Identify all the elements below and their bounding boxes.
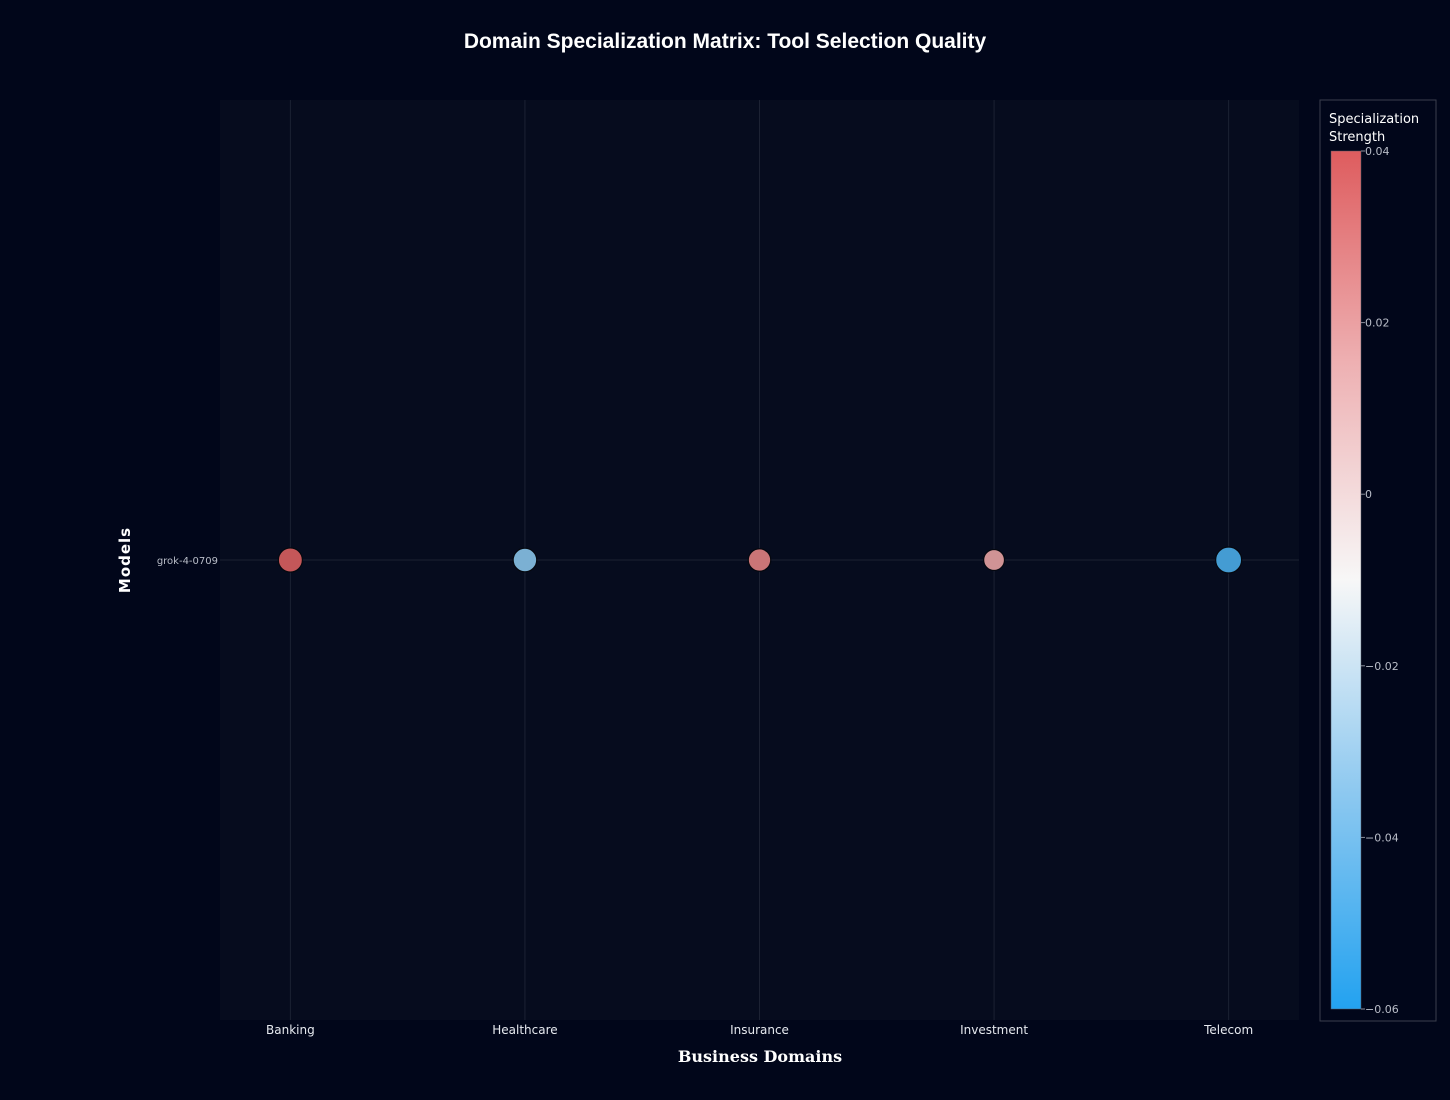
x-tick-labels: Banking Healthcare Insurance Investment Tele… [266,1023,1253,1037]
colorbar-frame [1319,99,1437,1022]
colorbar-gradient [1330,150,1362,1010]
data-markers [277,546,1243,574]
x-tick-label: Healthcare [492,1023,557,1037]
y-tick-label: grok-4-0709 [157,556,218,567]
colorbar-tick-label: 0 [1365,488,1372,501]
x-tick-label: Telecom [1203,1023,1253,1037]
data-point[interactable] [747,548,772,572]
data-point[interactable] [1215,546,1243,574]
chart-title: Domain Specialization Matrix: Tool Selec… [464,30,987,53]
x-tick-label: Insurance [730,1023,789,1037]
data-point[interactable] [983,548,1006,572]
y-axis-title: Models [116,527,134,593]
colorbar-tick-label: −0.06 [1365,1003,1399,1016]
colorbar-tick-label: 0.04 [1365,145,1390,158]
data-point[interactable] [277,547,304,573]
colorbar-title: Specialization Strength [1329,112,1423,145]
colorbar-tick-label: 0.02 [1365,317,1390,330]
colorbar-tick-labels: 0.04 0.02 0 −0.02 −0.04 −0.06 [1361,145,1399,1016]
colorbar: Specialization Strength 0.04 0.02 0 −0.02 −0… [1319,99,1437,1022]
x-tick-label: Investment [960,1023,1028,1037]
colorbar-title-line-2: Strength [1329,130,1385,145]
colorbar-tick-label: −0.02 [1365,660,1399,673]
colorbar-tick-label: −0.04 [1365,831,1399,844]
data-point[interactable] [512,547,538,573]
x-tick-label: Banking [266,1023,315,1037]
y-tick-labels: grok-4-0709 [157,556,218,567]
colorbar-title-line-1: Specialization [1329,112,1419,127]
x-axis-title: Business Domains [678,1047,842,1066]
